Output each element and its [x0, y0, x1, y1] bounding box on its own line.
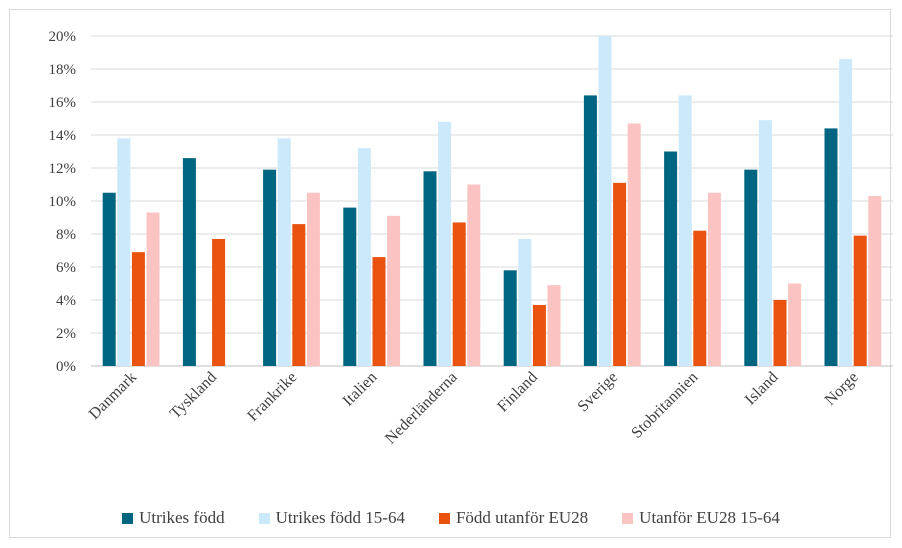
- bar-1: [664, 151, 678, 366]
- bar-4: [788, 283, 802, 366]
- y-tick-label: 12%: [49, 161, 77, 177]
- legend-label: Utrikes född: [139, 508, 225, 527]
- bar-4: [707, 192, 721, 366]
- bar-1: [102, 192, 116, 366]
- bar-4: [868, 196, 882, 366]
- bar-3: [372, 257, 386, 366]
- y-tick-label: 6%: [56, 260, 76, 276]
- y-tick-label: 8%: [56, 227, 76, 243]
- bar-4: [467, 184, 481, 366]
- legend-label: Född utanför EU28: [455, 508, 589, 527]
- y-tick-label: 0%: [56, 359, 76, 375]
- bar-2: [438, 121, 452, 366]
- bar-2: [758, 120, 772, 367]
- legend-label: Utrikes född 15-64: [275, 508, 405, 527]
- bar-2: [839, 59, 853, 366]
- legend-swatch: [622, 512, 634, 524]
- bar-2: [277, 138, 291, 366]
- legend-item: Utanför EU28 15-64: [622, 508, 780, 528]
- legend-swatch: [258, 512, 270, 524]
- bar-1: [423, 171, 437, 366]
- x-category-label: Island: [742, 369, 782, 409]
- y-tick-label: 10%: [49, 194, 77, 210]
- bar-3: [693, 230, 707, 366]
- legend-item: Utrikes född: [122, 508, 225, 528]
- bar-3: [853, 235, 867, 366]
- bar-3: [613, 182, 627, 366]
- bar-2: [117, 138, 131, 366]
- bar-1: [343, 207, 357, 366]
- bar-chart: 0% 2% 4% 6% 8% 10% 12% 14% 16% 18% 20% Danmark Tyskl…: [49, 29, 893, 448]
- bar-3: [773, 300, 787, 366]
- bar-1: [263, 169, 277, 366]
- x-category-label: Stobritannien: [628, 369, 701, 442]
- x-category-label: Nederländerna: [382, 369, 461, 448]
- x-category-label: Frankrike: [244, 369, 300, 425]
- y-tick-label: 2%: [56, 326, 76, 342]
- bar-2: [518, 238, 532, 366]
- bar-2: [598, 36, 612, 366]
- y-tick-label: 20%: [49, 29, 77, 45]
- legend: Utrikes född Utrikes född 15-64 Född utanf…: [0, 504, 902, 532]
- y-tick-label: 18%: [49, 62, 77, 78]
- bar-1: [503, 270, 517, 366]
- bar-4: [146, 212, 160, 366]
- bar-4: [387, 215, 401, 366]
- bar-3: [452, 222, 466, 366]
- x-category-label: Sverige: [575, 369, 622, 416]
- bar-2: [357, 148, 371, 366]
- bar-3: [212, 238, 226, 366]
- y-tick-label: 14%: [49, 128, 77, 144]
- legend-swatch: [438, 512, 450, 524]
- x-category-label: Danmark: [86, 369, 140, 423]
- legend-item: Född utanför EU28: [438, 508, 589, 528]
- bar-1: [824, 128, 838, 366]
- y-tick-label: 4%: [56, 293, 76, 309]
- x-category-label: Finland: [494, 369, 541, 416]
- x-category-label: Italien: [340, 369, 381, 410]
- x-category-label: Norge: [822, 369, 862, 409]
- bar-1: [182, 158, 196, 366]
- bar-4: [306, 192, 320, 366]
- bar-1: [583, 95, 597, 367]
- bar-3: [131, 252, 145, 366]
- y-tick-label: 16%: [49, 95, 77, 111]
- bar-1: [744, 169, 758, 366]
- bar-3: [532, 304, 546, 366]
- bar-2: [678, 95, 692, 367]
- legend-swatch: [122, 512, 134, 524]
- legend-item: Utrikes född 15-64: [258, 508, 405, 528]
- bar-4: [547, 285, 561, 366]
- legend-label: Utanför EU28 15-64: [639, 508, 780, 527]
- bar-4: [627, 123, 641, 366]
- x-category-label: Tyskland: [167, 369, 220, 422]
- bar-3: [292, 224, 306, 366]
